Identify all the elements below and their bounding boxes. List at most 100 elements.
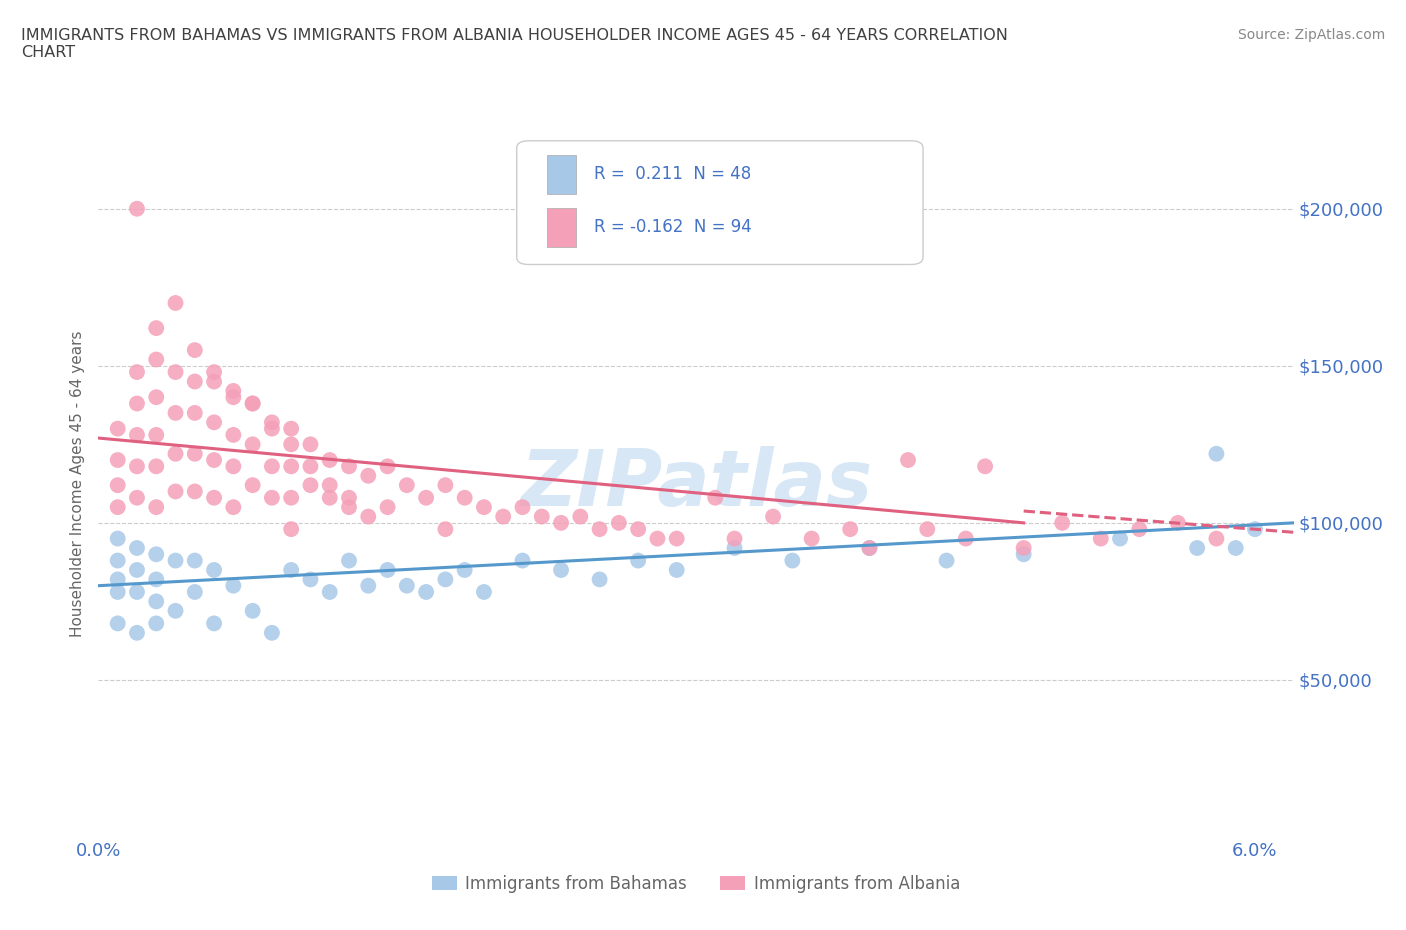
- Point: [125, 396, 148, 411]
- Point: [917, 522, 939, 537]
- Point: [145, 572, 167, 587]
- Point: [202, 374, 225, 389]
- Text: ZIPatlas: ZIPatlas: [520, 445, 872, 522]
- Point: [145, 321, 167, 336]
- Point: [453, 490, 475, 505]
- Point: [472, 499, 495, 514]
- Point: [125, 490, 148, 505]
- Point: [434, 572, 457, 587]
- Point: [858, 540, 880, 555]
- Point: [704, 490, 727, 505]
- Point: [280, 458, 302, 473]
- FancyBboxPatch shape: [547, 208, 576, 246]
- Point: [165, 296, 187, 311]
- Point: [588, 522, 610, 537]
- Point: [145, 352, 167, 367]
- Point: [165, 604, 187, 618]
- Point: [125, 563, 148, 578]
- Point: [607, 515, 630, 530]
- Point: [337, 490, 360, 505]
- Point: [299, 478, 322, 493]
- Point: [1109, 531, 1132, 546]
- Point: [665, 563, 688, 578]
- Point: [377, 458, 399, 473]
- Point: [165, 405, 187, 420]
- Point: [530, 509, 553, 524]
- Point: [107, 453, 129, 468]
- Point: [222, 390, 245, 405]
- Point: [125, 458, 148, 473]
- Point: [1205, 446, 1227, 461]
- Point: [125, 201, 148, 216]
- Point: [145, 499, 167, 514]
- Point: [260, 415, 283, 430]
- Point: [165, 365, 187, 379]
- Text: R =  0.211  N = 48: R = 0.211 N = 48: [595, 166, 752, 183]
- Point: [202, 563, 225, 578]
- Point: [145, 616, 167, 631]
- Point: [165, 484, 187, 498]
- Point: [492, 509, 515, 524]
- Point: [280, 522, 302, 537]
- Point: [337, 499, 360, 514]
- Point: [512, 499, 534, 514]
- Point: [395, 578, 418, 593]
- Point: [125, 540, 148, 555]
- Point: [319, 585, 342, 600]
- Text: IMMIGRANTS FROM BAHAMAS VS IMMIGRANTS FROM ALBANIA HOUSEHOLDER INCOME AGES 45 - : IMMIGRANTS FROM BAHAMAS VS IMMIGRANTS FR…: [21, 28, 1008, 60]
- Point: [782, 553, 804, 568]
- Legend: Immigrants from Bahamas, Immigrants from Albania: Immigrants from Bahamas, Immigrants from…: [425, 868, 967, 899]
- Point: [242, 396, 264, 411]
- Point: [955, 531, 977, 546]
- Point: [723, 540, 745, 555]
- Point: [472, 585, 495, 600]
- Point: [107, 572, 129, 587]
- Point: [512, 553, 534, 568]
- Point: [145, 547, 167, 562]
- Point: [319, 490, 342, 505]
- Point: [337, 458, 360, 473]
- Point: [337, 553, 360, 568]
- Point: [280, 437, 302, 452]
- Point: [222, 458, 245, 473]
- Point: [974, 458, 997, 473]
- Point: [762, 509, 785, 524]
- Point: [145, 390, 167, 405]
- Point: [935, 553, 957, 568]
- Point: [125, 428, 148, 443]
- Point: [377, 563, 399, 578]
- Point: [280, 421, 302, 436]
- Point: [800, 531, 823, 546]
- Point: [550, 563, 572, 578]
- Point: [242, 478, 264, 493]
- Point: [260, 625, 283, 640]
- Point: [222, 499, 245, 514]
- Point: [1012, 540, 1035, 555]
- Point: [415, 585, 437, 600]
- Point: [377, 499, 399, 514]
- Point: [184, 374, 207, 389]
- Point: [1167, 515, 1189, 530]
- Point: [357, 578, 380, 593]
- Point: [415, 490, 437, 505]
- Point: [897, 453, 920, 468]
- Point: [202, 616, 225, 631]
- Point: [260, 421, 283, 436]
- Point: [1185, 540, 1208, 555]
- Point: [184, 405, 207, 420]
- Point: [1225, 540, 1247, 555]
- Point: [647, 531, 669, 546]
- Point: [319, 478, 342, 493]
- Point: [665, 531, 688, 546]
- Point: [1244, 522, 1267, 537]
- Point: [202, 415, 225, 430]
- Point: [125, 365, 148, 379]
- Text: Source: ZipAtlas.com: Source: ZipAtlas.com: [1237, 28, 1385, 42]
- Point: [107, 585, 129, 600]
- Point: [299, 458, 322, 473]
- Point: [299, 437, 322, 452]
- Point: [280, 563, 302, 578]
- Point: [125, 585, 148, 600]
- Point: [184, 342, 207, 357]
- Point: [1205, 531, 1227, 546]
